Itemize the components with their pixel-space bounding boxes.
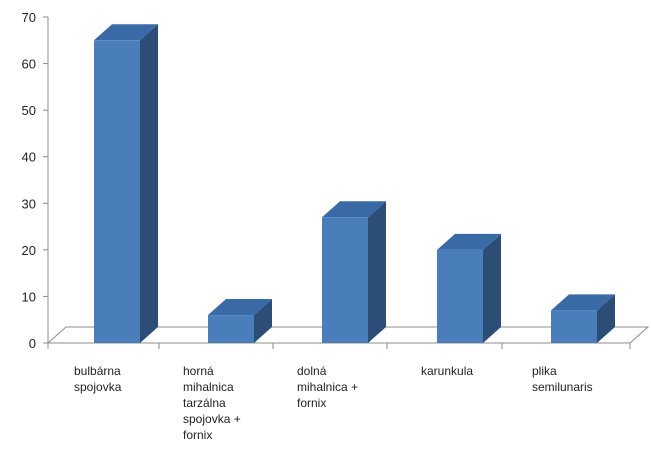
chart-axes: [46, 17, 650, 349]
x-category-label: dolná mihalnica + fornix: [297, 364, 358, 410]
bar-front-face: [94, 40, 140, 344]
x-category-label-line: plika: [532, 364, 557, 378]
x-category-label-line: fornix: [297, 396, 326, 410]
x-category-label-line: spojovka: [74, 380, 122, 394]
bar-top-face: [94, 24, 158, 41]
y-tick-label: 0: [29, 336, 36, 351]
bar-top-face: [208, 299, 272, 316]
bar-front-face: [437, 249, 483, 343]
x-category-label-line: horná: [183, 364, 214, 378]
bar-side-face: [483, 233, 501, 343]
y-tick-label: 60: [22, 57, 36, 72]
bar-side-face: [368, 201, 386, 343]
x-category-label: horná mihalnica tarzálna spojovka + fornix: [183, 364, 241, 442]
y-axis-ticks: 0 10 20 30 40 50 60 70: [22, 10, 48, 351]
bar: [94, 24, 158, 344]
bar-front-face: [322, 217, 368, 343]
y-tick-label: 70: [22, 10, 36, 25]
y-tick-label: 40: [22, 150, 36, 165]
bar-side-face: [140, 24, 158, 344]
bar-top-face: [437, 233, 501, 250]
y-tick-label: 20: [22, 243, 36, 258]
x-category-label-line: spojovka +: [183, 412, 241, 426]
bar: [437, 233, 501, 343]
bar-side-face: [597, 294, 615, 343]
x-category-label-line: semilunaris: [532, 380, 593, 394]
x-category-label: karunkula: [421, 364, 473, 378]
x-category-label: plika semilunaris: [532, 364, 593, 394]
chart-floor: [46, 326, 650, 344]
bar-side-face: [254, 299, 272, 343]
y-tick-label: 50: [22, 103, 36, 118]
x-category-label-line: bulbárna: [74, 364, 121, 378]
y-tick-label: 10: [22, 289, 36, 304]
x-category-label: bulbárna spojovka: [74, 364, 122, 394]
x-category-label-line: dolná: [297, 364, 327, 378]
bar: [551, 294, 615, 343]
bar-front-face: [551, 310, 597, 343]
y-tick-label: 30: [22, 196, 36, 211]
x-category-label-line: karunkula: [421, 364, 473, 378]
bar: [322, 201, 386, 343]
bar-top-face: [322, 201, 386, 218]
x-category-label-line: mihalnica +: [297, 380, 358, 394]
x-axis-labels: bulbárna spojovka horná mihalnica tarzálna sp…: [74, 364, 593, 442]
bar-front-face: [208, 315, 254, 343]
x-category-label-line: mihalnica: [183, 380, 234, 394]
chart-bars: [94, 24, 615, 344]
x-category-label-line: fornix: [183, 428, 212, 442]
bar: [208, 299, 272, 343]
bar-top-face: [551, 294, 615, 311]
x-category-label-line: tarzálna: [183, 396, 226, 410]
